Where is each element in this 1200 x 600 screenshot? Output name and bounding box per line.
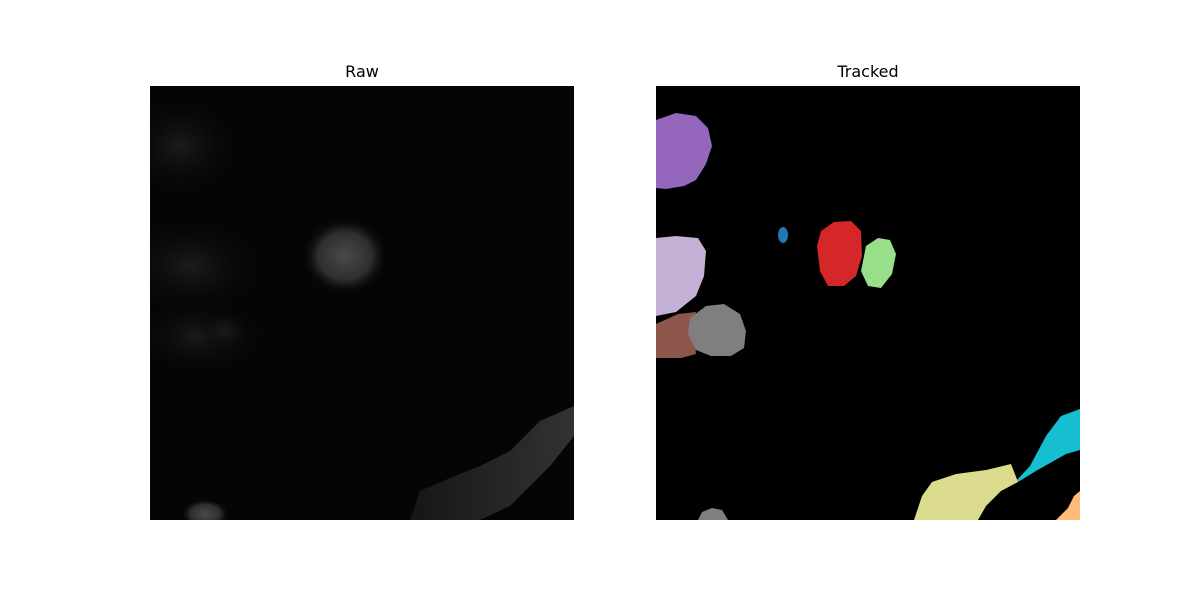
track-orange-cell	[1056, 491, 1080, 520]
raw-cell	[195, 306, 255, 356]
track-gray-cell-bottom	[698, 508, 728, 520]
track-purple-cell	[656, 113, 712, 189]
raw-cell	[180, 498, 230, 520]
raw-image	[150, 86, 574, 520]
track-green-cell	[861, 238, 896, 288]
raw-faint-region	[150, 86, 250, 206]
track-brown-cell	[656, 312, 696, 358]
track-blue-cell	[778, 227, 788, 243]
track-cyan-cell	[1016, 409, 1080, 482]
raw-image-canvas	[150, 86, 574, 520]
raw-elongated-cell	[410, 406, 574, 520]
track-lavender-cell	[656, 236, 706, 316]
tracked-image	[656, 86, 1080, 520]
tracked-background	[656, 86, 1080, 520]
tracked-panel-title: Tracked	[837, 62, 899, 81]
track-gray-cell	[688, 304, 746, 356]
tracked-image-canvas	[656, 86, 1080, 520]
raw-cell	[300, 216, 390, 296]
track-olive-cell	[914, 464, 1018, 520]
track-red-cell	[817, 221, 862, 286]
raw-panel-title: Raw	[345, 62, 379, 81]
